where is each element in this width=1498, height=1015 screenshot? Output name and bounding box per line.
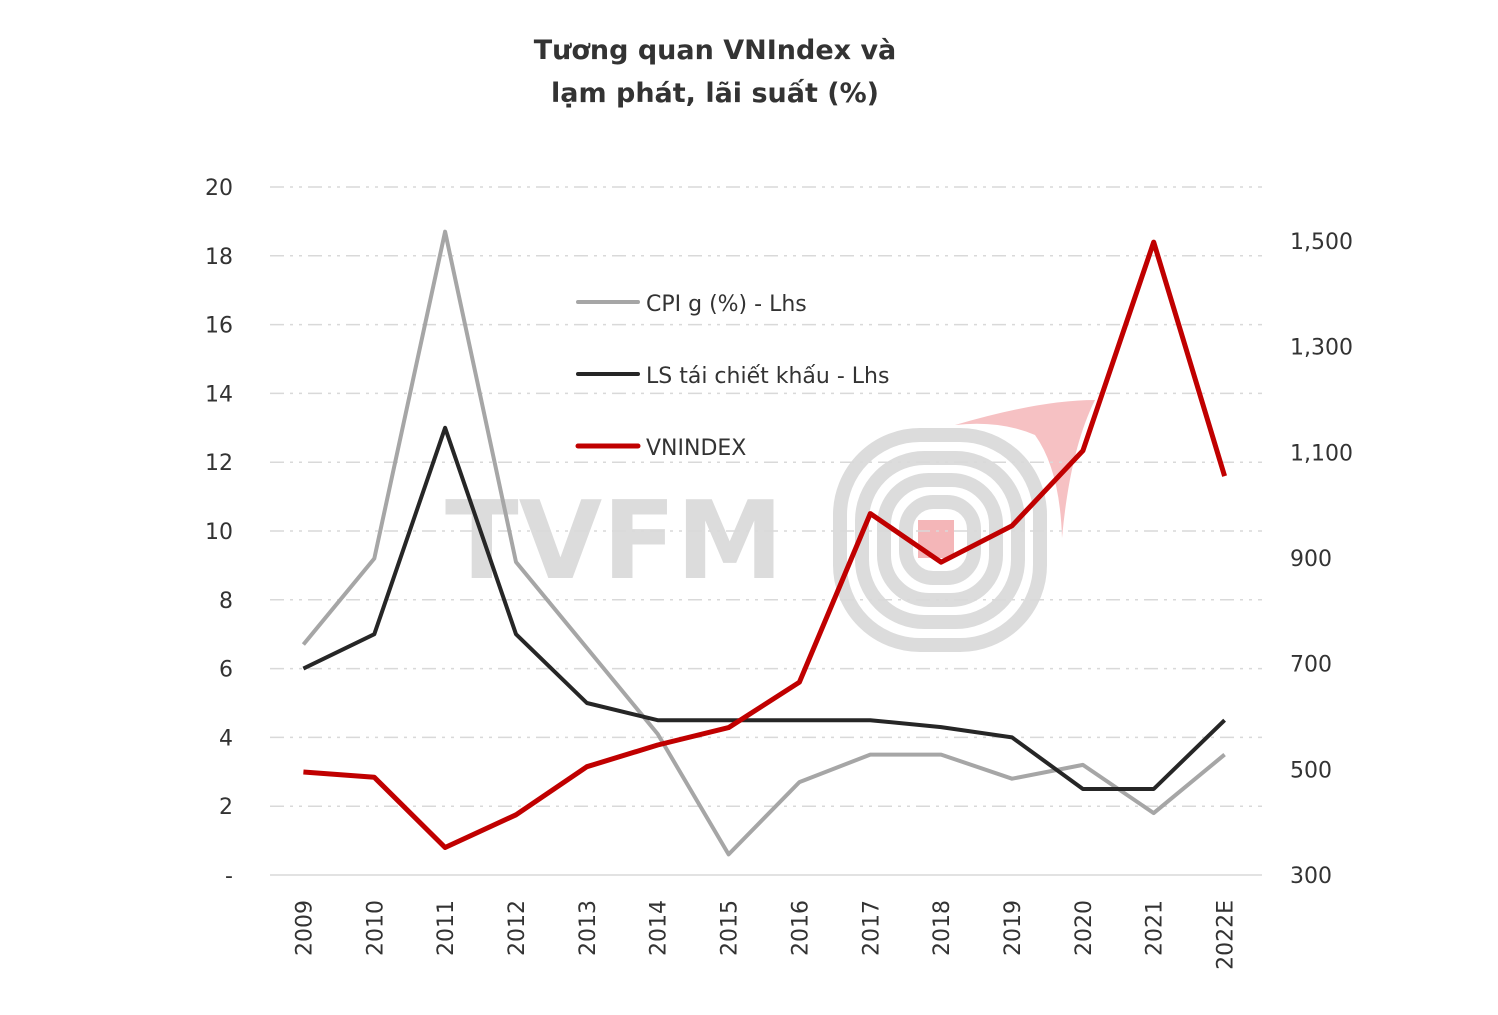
x-tick-label: 2017	[859, 900, 884, 956]
axis-ticks: - 2 4 6 8 10 12 14 16 18 20 300 500 700 900 1,100 1,300 1…	[205, 176, 1353, 970]
right-tick-label: 1,300	[1290, 336, 1353, 361]
right-tick-label: 1,100	[1290, 441, 1353, 466]
x-tick-label: 2013	[576, 900, 601, 956]
watermark-ring	[833, 428, 1047, 652]
left-tick-label: 16	[205, 314, 233, 339]
watermark-swoosh	[955, 400, 1095, 538]
left-tick-label: -	[225, 864, 233, 889]
watermark-ring	[877, 473, 1003, 607]
left-tick-label: 18	[205, 245, 233, 270]
x-tick-label: 2021	[1143, 900, 1168, 956]
watermark-ring	[855, 451, 1025, 629]
legend-label: VNINDEX	[646, 436, 746, 461]
gridlines	[270, 186, 1262, 876]
watermark-text: TVFM	[445, 479, 784, 604]
x-tick-label: 2022E	[1214, 900, 1239, 970]
x-tick-label: 2020	[1072, 900, 1097, 956]
left-tick-label: 12	[205, 451, 233, 476]
series-lines	[301, 229, 1227, 857]
left-tick-label: 2	[219, 795, 233, 820]
chart-title-line-2: lạm phát, lãi suất (%)	[551, 78, 879, 109]
left-tick-label: 20	[205, 176, 233, 201]
x-tick-label: 2016	[788, 900, 813, 956]
series-line-3	[303, 239, 1227, 850]
legend-label: LS tái chiết khấu - Lhs	[646, 364, 889, 389]
x-tick-label: 2019	[1001, 900, 1026, 956]
left-tick-label: 6	[219, 658, 233, 683]
right-tick-label: 700	[1290, 653, 1332, 678]
series-line-1	[301, 229, 1226, 857]
legend: CPI g (%) - Lhs LS tái chiết khấu - Lhs VN…	[575, 292, 889, 461]
right-tick-label: 500	[1290, 758, 1332, 783]
x-tick-label: 2015	[718, 900, 743, 956]
right-tick-label: 300	[1290, 864, 1332, 889]
x-tick-label: 2018	[930, 900, 955, 956]
left-tick-label: 8	[219, 589, 233, 614]
x-tick-label: 2011	[434, 900, 459, 956]
x-tick-label: 2009	[292, 900, 317, 956]
chart-title-line-1: Tương quan VNIndex và	[534, 35, 897, 66]
right-tick-label: 900	[1290, 547, 1332, 572]
right-tick-label: 1,500	[1290, 230, 1353, 255]
legend-label: CPI g (%) - Lhs	[646, 292, 807, 317]
left-tick-label: 4	[219, 726, 233, 751]
x-tick-label: 2012	[505, 900, 530, 956]
watermark-logo: TVFM	[445, 400, 1095, 652]
series-line-2	[302, 425, 1226, 791]
left-tick-label: 10	[205, 520, 233, 545]
left-tick-label: 14	[205, 382, 233, 407]
x-tick-label: 2010	[363, 900, 388, 956]
x-tick-label: 2014	[647, 900, 672, 956]
